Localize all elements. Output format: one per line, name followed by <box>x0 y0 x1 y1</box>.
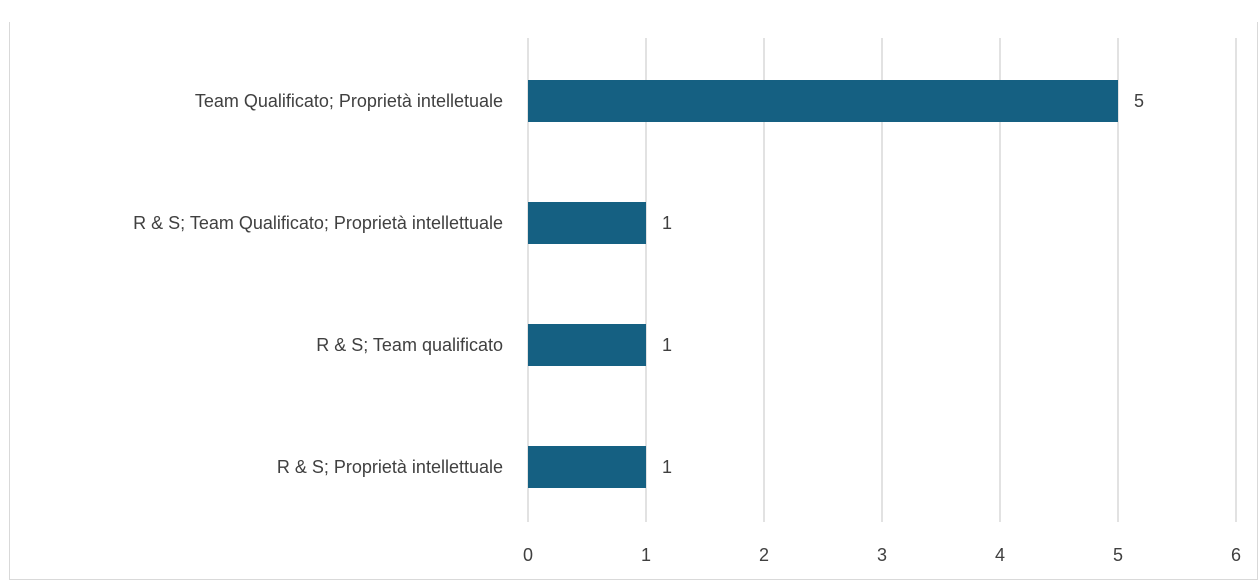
chart-area <box>9 22 1258 580</box>
bars <box>528 80 1118 488</box>
data-label: 1 <box>662 213 672 233</box>
x-tick-label: 0 <box>523 545 533 565</box>
x-tick-label: 3 <box>877 545 887 565</box>
category-labels: Team Qualificato; Proprietà intelletuale… <box>133 91 503 477</box>
x-axis-ticks: 0 1 2 3 4 5 6 <box>523 545 1241 565</box>
x-tick-label: 6 <box>1231 545 1241 565</box>
x-tick-label: 1 <box>641 545 651 565</box>
data-label: 5 <box>1134 91 1144 111</box>
category-label: Team Qualificato; Proprietà intelletuale <box>195 91 503 111</box>
x-tick-label: 4 <box>995 545 1005 565</box>
data-label: 1 <box>662 335 672 355</box>
x-tick-label: 5 <box>1113 545 1123 565</box>
bar <box>528 202 646 244</box>
x-tick-label: 2 <box>759 545 769 565</box>
bar <box>528 80 1118 122</box>
category-label: R & S; Team Qualificato; Proprietà intel… <box>133 213 503 233</box>
data-labels: 5 1 1 1 <box>662 91 1144 477</box>
bar <box>528 446 646 488</box>
data-label: 1 <box>662 457 672 477</box>
category-label: R & S; Proprietà intellettuale <box>277 457 503 477</box>
bar <box>528 324 646 366</box>
category-label: R & S; Team qualificato <box>316 335 503 355</box>
